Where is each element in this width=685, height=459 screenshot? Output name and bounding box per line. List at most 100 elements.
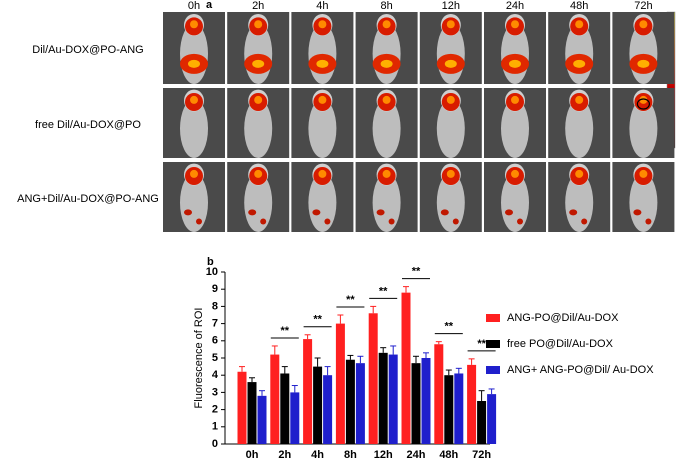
timepoint-label: 4h	[316, 0, 328, 12]
bar	[280, 373, 290, 444]
signal	[388, 218, 395, 225]
signal	[575, 20, 584, 29]
signal	[254, 169, 263, 178]
legend-swatch	[486, 340, 500, 348]
significance-label: **	[412, 266, 421, 278]
mouse-body	[372, 99, 401, 158]
signal	[645, 218, 652, 225]
signal	[318, 20, 327, 29]
legend-label: ANG+ ANG-PO@Dil/ Au-DOX	[507, 364, 654, 376]
x-tick-label: 48h	[439, 449, 458, 459]
y-tick-label: 10	[206, 266, 218, 278]
bar	[388, 354, 398, 444]
bar	[323, 375, 333, 444]
signal	[511, 20, 519, 29]
signal	[581, 218, 588, 225]
signal	[184, 209, 192, 216]
mouse-body	[565, 173, 594, 233]
row-label: Dil/Au-DOX@PO-ANG	[32, 44, 143, 56]
signal	[382, 169, 391, 178]
bar	[247, 382, 257, 444]
mouse-body	[629, 173, 658, 233]
y-tick-label: 0	[212, 438, 218, 450]
y-tick-label: 4	[212, 369, 219, 381]
bar	[335, 323, 345, 444]
x-tick-label: 4h	[311, 449, 324, 459]
bar	[467, 364, 477, 444]
y-tick-label: 3	[212, 386, 218, 398]
signal	[452, 218, 459, 225]
mouse-body	[501, 173, 529, 233]
y-tick-label: 5	[212, 352, 218, 364]
mouse-body	[180, 173, 208, 233]
bar	[290, 392, 300, 444]
y-tick-label: 8	[212, 300, 218, 312]
significance-label: **	[445, 321, 454, 333]
signal	[440, 209, 449, 216]
signal	[511, 169, 519, 178]
significance-label: **	[346, 294, 355, 306]
panel-label: a	[206, 0, 213, 11]
roi-circle	[636, 98, 651, 110]
y-tick-label: 7	[212, 318, 218, 330]
x-tick-label: 0h	[246, 449, 259, 459]
significance-label: **	[281, 325, 290, 337]
legend-swatch	[486, 366, 500, 374]
bar	[355, 363, 365, 444]
significance-label: **	[313, 314, 322, 326]
bar	[237, 371, 247, 444]
signal	[637, 59, 650, 68]
row-label: ANG+Dil/Au-DOX@PO-ANG	[17, 193, 159, 205]
signal	[376, 209, 385, 216]
bar	[487, 394, 497, 444]
mouse-body	[244, 99, 273, 158]
signal	[517, 218, 523, 225]
x-tick-label: 24h	[407, 449, 426, 459]
bar	[434, 344, 444, 444]
legend-label: free PO@Dil/Au-DOX	[507, 338, 614, 350]
bar	[270, 354, 280, 444]
signal	[509, 59, 521, 68]
timepoint-label: 72h	[634, 0, 652, 12]
panel-label: b	[207, 256, 214, 268]
signal	[196, 218, 202, 225]
bar	[303, 339, 313, 444]
signal	[382, 95, 391, 104]
signal	[639, 169, 648, 178]
mouse-body	[436, 173, 465, 233]
signal	[190, 20, 198, 29]
signal	[446, 169, 455, 178]
signal	[382, 20, 391, 29]
bar	[313, 366, 323, 444]
bar	[411, 363, 421, 444]
y-tick-label: 2	[212, 404, 218, 416]
legend-swatch	[486, 314, 500, 322]
signal	[318, 95, 327, 104]
bar	[477, 401, 487, 444]
mouse-body	[372, 173, 401, 233]
mouse-body	[436, 99, 465, 158]
mouse-body	[501, 99, 529, 158]
signal	[639, 95, 648, 104]
mouse-body	[565, 99, 594, 158]
signal	[505, 209, 513, 216]
bar	[454, 373, 464, 444]
x-tick-label: 12h	[374, 449, 393, 459]
mouse-body	[180, 99, 208, 158]
bar	[378, 352, 388, 444]
signal	[252, 59, 265, 68]
timepoint-label: 0h	[188, 0, 200, 12]
mouse-body	[308, 99, 337, 158]
timepoint-label: 2h	[252, 0, 264, 12]
signal	[446, 20, 455, 29]
bar	[421, 358, 431, 444]
signal	[633, 209, 642, 216]
signal	[254, 95, 263, 104]
signal	[575, 169, 584, 178]
signal	[254, 20, 263, 29]
y-tick-label: 9	[212, 283, 218, 295]
y-axis-label: Fluorescence of ROI	[193, 308, 205, 409]
signal	[312, 209, 321, 216]
signal	[190, 169, 198, 178]
